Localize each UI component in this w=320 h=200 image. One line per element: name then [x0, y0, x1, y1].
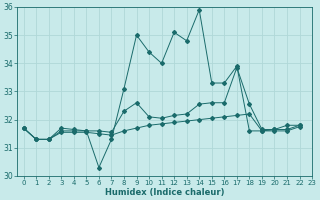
X-axis label: Humidex (Indice chaleur): Humidex (Indice chaleur)	[105, 188, 225, 197]
